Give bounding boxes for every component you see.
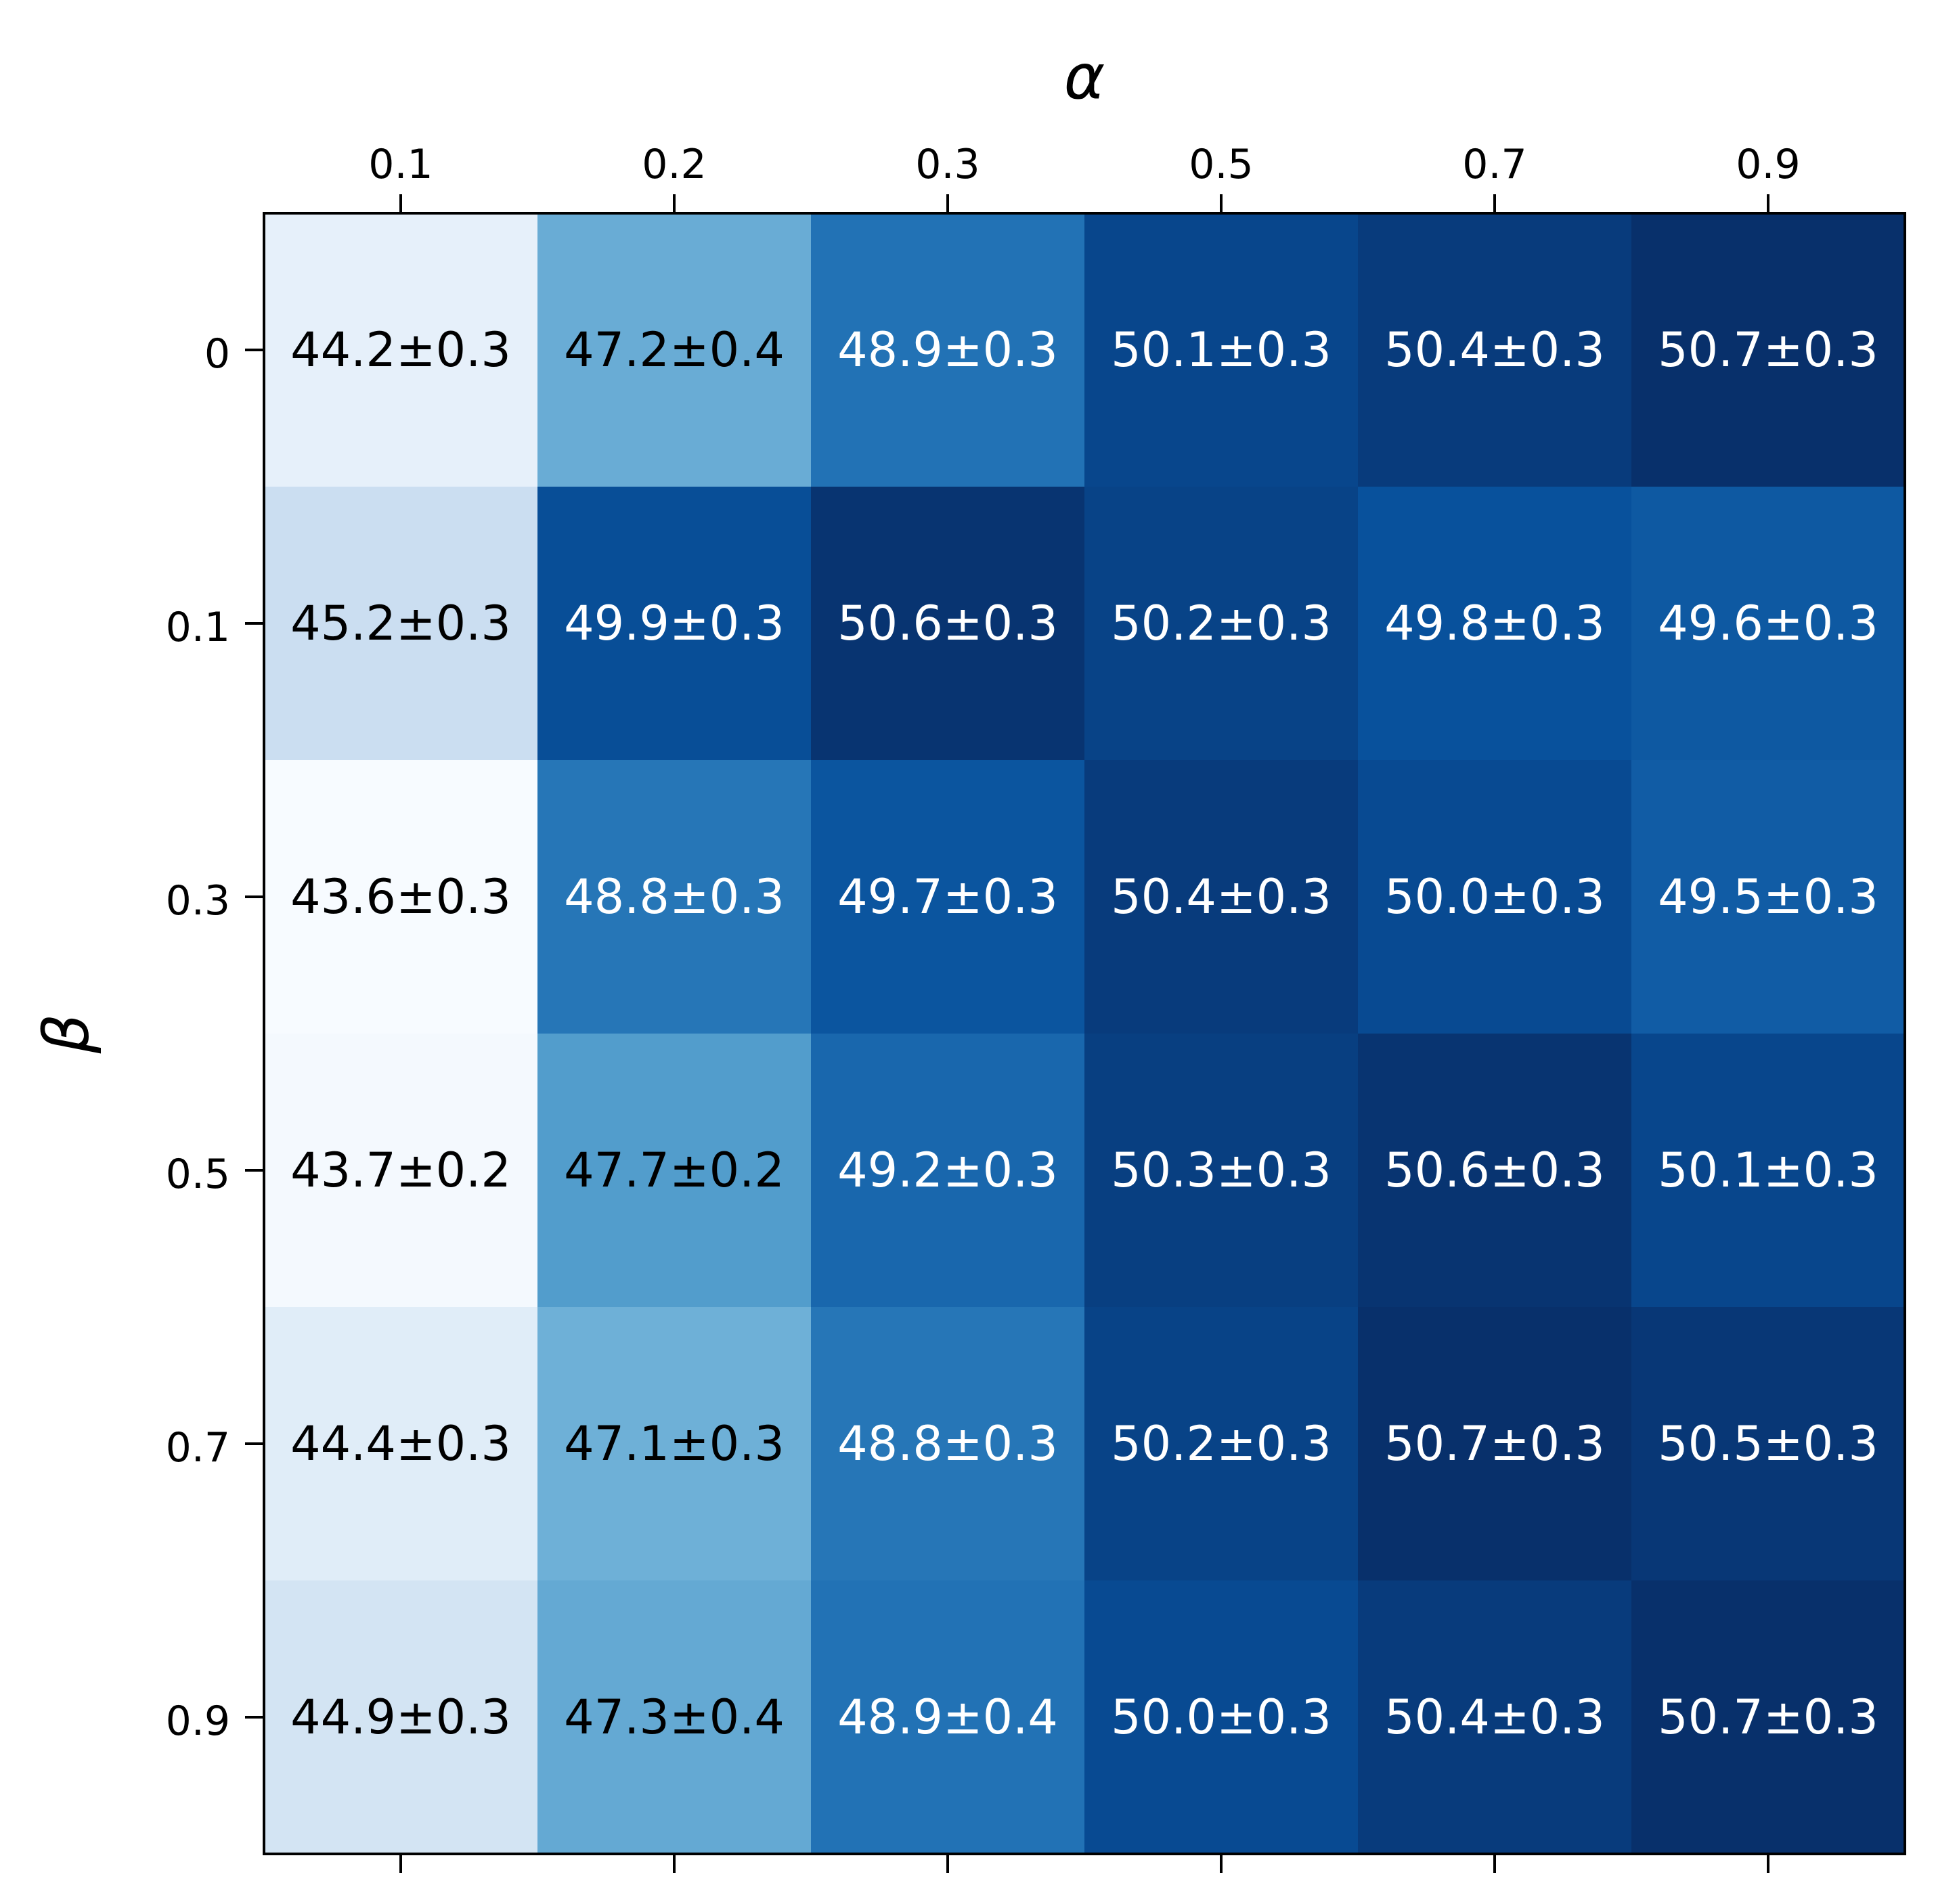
cell-value-label: 47.7±0.2 (564, 1143, 785, 1198)
cell-value-label: 48.9±0.4 (837, 1689, 1058, 1745)
cell-value-label: 44.2±0.3 (290, 322, 511, 378)
y-axis-label: β (30, 1014, 103, 1055)
cell-value-label: 50.7±0.3 (1658, 1689, 1878, 1745)
cell-value-label: 50.7±0.3 (1658, 322, 1878, 378)
heatmap-cell (537, 213, 812, 487)
cell-value-label: 50.0±0.3 (1111, 1689, 1332, 1745)
cell-value-label: 44.4±0.3 (290, 1416, 511, 1471)
cell-value-label: 44.9±0.3 (290, 1689, 511, 1745)
heatmap-cell (264, 213, 538, 487)
cell-value-label: 49.6±0.3 (1658, 596, 1878, 651)
heatmap-cell (537, 487, 812, 761)
cell-value-label: 47.2±0.4 (564, 322, 785, 378)
cell-value-label: 45.2±0.3 (290, 596, 511, 651)
x-tick-label: 0.2 (642, 141, 706, 188)
cell-value-label: 50.6±0.3 (837, 596, 1058, 651)
heatmap-cell (811, 213, 1085, 487)
cell-value-label: 49.7±0.3 (837, 869, 1058, 925)
heatmap-cell (1358, 487, 1632, 761)
heatmap-cell (264, 760, 538, 1034)
cell-value-label: 43.7±0.2 (290, 1143, 511, 1198)
heatmap-cell (1631, 213, 1906, 487)
y-axis-ticks: 0 0.1 0.3 0.5 0.7 0.9 (166, 330, 264, 1745)
heatmap-cell (1084, 213, 1359, 487)
cell-value-label: 50.7±0.3 (1384, 1416, 1605, 1471)
cell-value-label: 47.1±0.3 (564, 1416, 785, 1471)
heatmap-cell-labels: 44.2±0.3 47.2±0.4 48.9±0.3 50.1±0.3 50.4±0.3… (290, 322, 1878, 1745)
heatmap-cell (264, 487, 538, 761)
y-tick-label: 0.5 (166, 1151, 230, 1198)
x-tick-label: 0.1 (368, 141, 433, 188)
y-tick-label: 0.1 (166, 604, 230, 651)
x-tick-label: 0.5 (1189, 141, 1253, 188)
heatmap-cell (811, 1580, 1085, 1855)
heatmap-cells (264, 213, 1906, 1855)
cell-value-label: 48.8±0.3 (564, 869, 785, 925)
x-axis-ticks: 0.1 0.2 0.3 0.5 0.7 0.9 (368, 141, 1801, 1873)
cell-value-label: 50.4±0.3 (1384, 322, 1605, 378)
heatmap-cell (811, 487, 1085, 761)
cell-value-label: 50.1±0.3 (1111, 322, 1332, 378)
heatmap-cell (1084, 487, 1359, 761)
cell-value-label: 43.6±0.3 (290, 869, 511, 925)
heatmap-cell (537, 1034, 812, 1308)
cell-value-label: 49.9±0.3 (564, 596, 785, 651)
heatmap-cell (1358, 1034, 1632, 1308)
heatmap-cell (1358, 760, 1632, 1034)
cell-value-label: 50.6±0.3 (1384, 1143, 1605, 1198)
cell-value-label: 47.3±0.4 (564, 1689, 785, 1745)
cell-value-label: 50.5±0.3 (1658, 1416, 1878, 1471)
plot-frame (263, 212, 1906, 1855)
cell-value-label: 48.8±0.3 (837, 1416, 1058, 1471)
heatmap-cell (1358, 1307, 1632, 1581)
y-tick-label: 0.9 (166, 1698, 230, 1745)
y-tick-label: 0.7 (166, 1424, 230, 1471)
cell-value-label: 49.5±0.3 (1658, 869, 1878, 925)
heatmap-cell (537, 1580, 812, 1855)
heatmap-cell (1084, 1034, 1359, 1308)
x-tick-label: 0.7 (1462, 141, 1526, 188)
heatmap-cell (1631, 760, 1906, 1034)
cell-value-label: 50.0±0.3 (1384, 869, 1605, 925)
heatmap-cell (264, 1034, 538, 1308)
heatmap-cell (1631, 487, 1906, 761)
cell-value-label: 50.2±0.3 (1111, 1416, 1332, 1471)
cell-value-label: 50.4±0.3 (1384, 1689, 1605, 1745)
cell-value-label: 50.3±0.3 (1111, 1143, 1332, 1198)
x-tick-label: 0.3 (915, 141, 980, 188)
heatmap-cell (537, 1307, 812, 1581)
cell-value-label: 49.8±0.3 (1384, 596, 1605, 651)
heatmap-cell (1358, 1580, 1632, 1855)
y-tick-label: 0 (204, 330, 230, 378)
heatmap-cell (537, 760, 812, 1034)
cell-value-label: 50.1±0.3 (1658, 1143, 1878, 1198)
x-axis-label: α (1064, 41, 1105, 113)
heatmap-cell (811, 760, 1085, 1034)
heatmap-cell (1084, 1307, 1359, 1581)
cell-value-label: 49.2±0.3 (837, 1143, 1058, 1198)
heatmap-cell (1084, 760, 1359, 1034)
heatmap-cell (1631, 1034, 1906, 1308)
cell-value-label: 50.2±0.3 (1111, 596, 1332, 651)
cell-value-label: 50.4±0.3 (1111, 869, 1332, 925)
heatmap-cell (811, 1307, 1085, 1581)
heatmap-cell (1631, 1580, 1906, 1855)
cell-value-label: 48.9±0.3 (837, 322, 1058, 378)
y-tick-label: 0.3 (166, 877, 230, 925)
heatmap-cell (1358, 213, 1632, 487)
x-tick-label: 0.9 (1736, 141, 1800, 188)
heatmap-cell (1084, 1580, 1359, 1855)
heatmap-cell (1631, 1307, 1906, 1581)
heatmap-cell (264, 1580, 538, 1855)
heatmap-cell (264, 1307, 538, 1581)
heatmap-cell (811, 1034, 1085, 1308)
